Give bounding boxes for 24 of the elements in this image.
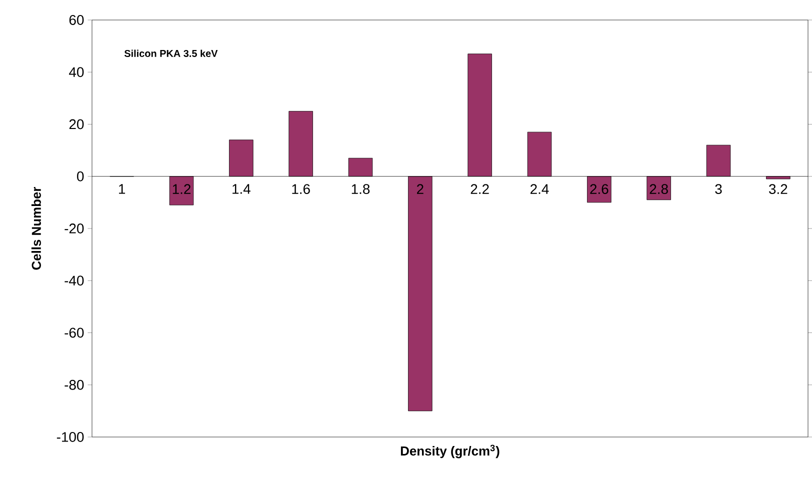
x-tick-label: 1.6 — [292, 184, 310, 194]
y-tick-label: -80 — [64, 380, 84, 390]
x-tick-label: 1 — [119, 184, 126, 194]
x-tick-label: 2.2 — [470, 184, 489, 194]
y-tick-label: 40 — [69, 67, 84, 78]
y-tick-label: 0 — [77, 171, 84, 182]
annotation: Silicon PKA 3.5 keV — [124, 50, 218, 58]
x-tick-label: 3.2 — [769, 184, 788, 194]
y-tick-label: -60 — [64, 328, 84, 338]
x-tick-label: 2.4 — [530, 184, 549, 194]
y-tick-label: 20 — [69, 119, 84, 130]
y-axis-title: Cells Number — [31, 186, 41, 270]
y-tick-label: -100 — [56, 432, 84, 442]
x-tick-label: 1.4 — [232, 184, 250, 194]
x-tick-label: 1.2 — [172, 184, 190, 194]
x-tick-label: 2.6 — [590, 184, 608, 194]
y-tick-label: -20 — [64, 224, 84, 234]
x-tick-label: 1.8 — [352, 184, 370, 194]
x-tick-label: 2 — [416, 184, 424, 194]
y-tick-label: 60 — [69, 15, 84, 25]
x-tick-label: 3 — [715, 184, 722, 194]
x-tick-label: 2.8 — [650, 184, 668, 194]
x-axis-title: Density (gr/cm$^{3}$) — [400, 444, 500, 458]
y-tick-label: -40 — [64, 276, 84, 286]
